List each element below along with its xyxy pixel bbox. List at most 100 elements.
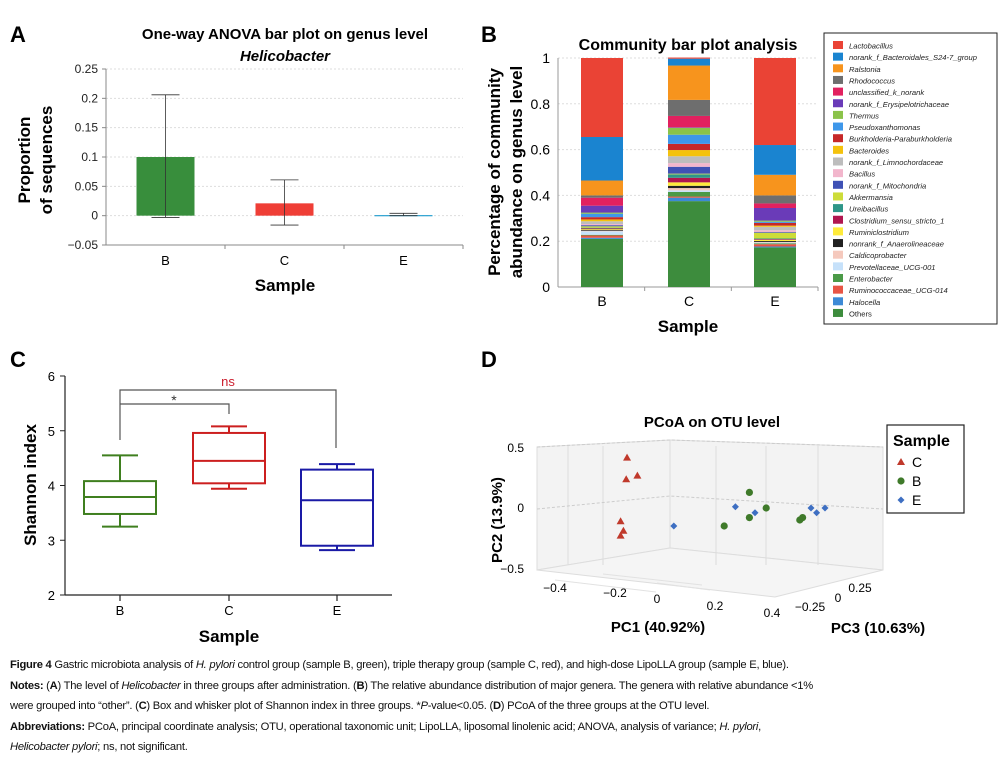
y-tick-label: 0 xyxy=(542,279,550,295)
stack-segment-C xyxy=(668,201,710,287)
stack-segment-B xyxy=(581,239,623,287)
legend-swatch xyxy=(833,251,843,259)
caption-text: control group (sample B, green), triple … xyxy=(235,659,789,671)
caption-text: H. pylori xyxy=(719,721,758,733)
stack-segment-C xyxy=(668,116,710,127)
stack-segment-C xyxy=(668,144,710,150)
legend-marker-B xyxy=(897,477,904,484)
stack-segment-C xyxy=(668,58,710,59)
chart-subtitle: Helicobacter xyxy=(240,48,331,65)
box-B xyxy=(84,455,156,526)
legend-item: E xyxy=(912,492,921,508)
caption-text: A xyxy=(50,680,58,692)
legend-item: norank_f_Mitochondria xyxy=(849,181,926,190)
panel-label-a: A xyxy=(10,22,26,47)
legend-swatch xyxy=(833,216,843,224)
y-axis-label-line1: Proportion xyxy=(15,117,34,204)
legend-item: Bacteroides xyxy=(849,146,889,155)
stack-segment-C xyxy=(668,156,710,163)
point-B xyxy=(721,522,728,529)
z-tick-label: 0.25 xyxy=(848,581,872,595)
y-tick-label: 0.05 xyxy=(75,179,99,193)
stack-segment-B xyxy=(581,228,623,229)
stack-segment-E xyxy=(754,241,796,242)
legend-item: Pseudoxanthomonas xyxy=(849,123,921,132)
caption-text: H. pylori xyxy=(196,659,235,671)
y-axis-label: Shannon index xyxy=(21,424,40,546)
x-tick-label: −0.4 xyxy=(543,581,567,595)
x-axis-label: Sample xyxy=(658,317,718,336)
legend-item: Ureibacillus xyxy=(849,205,888,214)
z-tick-label: 0 xyxy=(835,591,842,605)
x-tick-label: E xyxy=(333,603,342,618)
stack-segment-E xyxy=(754,239,796,240)
stack-segment-E xyxy=(754,221,796,222)
legend-item: Halocella xyxy=(849,298,880,307)
stack-segment-E xyxy=(754,246,796,247)
chart-a-anova-bar: One-way ANOVA bar plot on genus level Hel… xyxy=(15,26,463,295)
stack-segment-E xyxy=(754,244,796,246)
stack-segment-B xyxy=(581,221,623,224)
y-tick-label: 6 xyxy=(48,369,55,384)
legend-item: norank_f_Bacteroidales_S24-7_group xyxy=(849,53,977,62)
point-B xyxy=(746,489,753,496)
stack-segment-C xyxy=(668,190,710,192)
y-tick-label: 0.2 xyxy=(531,233,551,249)
caption-text: Helicobacter xyxy=(121,680,180,692)
stack-segment-B xyxy=(581,231,623,234)
stack-segment-B xyxy=(581,235,623,237)
stack-segment-C xyxy=(668,197,710,198)
stack-segment-C xyxy=(668,182,710,185)
stack-segment-E xyxy=(754,145,796,175)
legend-item: Thermus xyxy=(849,111,879,120)
stack-segment-C xyxy=(668,178,710,183)
chart-title: One-way ANOVA bar plot on genus level xyxy=(142,26,428,43)
stack-segment-E xyxy=(754,238,796,239)
x-tick-label: 0.2 xyxy=(707,599,724,613)
legend-item: Clostridium_sensu_stricto_1 xyxy=(849,216,944,225)
legend-swatch xyxy=(833,146,843,154)
point-B xyxy=(763,504,770,511)
stack-segment-C xyxy=(668,135,710,144)
panel-label-d: D xyxy=(481,347,497,372)
legend-swatch xyxy=(833,88,843,96)
x-axis-label: Sample xyxy=(199,627,259,646)
box-E xyxy=(301,464,373,550)
stack-segment-B xyxy=(581,206,623,213)
legend-item: nonrank_f_Anaerolineaceae xyxy=(849,240,944,249)
caption-line: Abbreviations: PCoA, principal coordinat… xyxy=(10,717,1000,738)
legend-swatch xyxy=(833,158,843,166)
legend-item: Others xyxy=(849,309,872,318)
significance-ns: ns xyxy=(221,374,235,389)
caption-text: Helicobacter pylori xyxy=(10,741,97,753)
caption-text: PCoA, principal coordinate analysis; OTU… xyxy=(85,721,720,733)
stack-segment-B xyxy=(581,224,623,225)
point-B xyxy=(746,514,753,521)
legend-item: Ruminococcaceae_UCG-014 xyxy=(849,286,948,295)
y-axis-label: PC2 (13.9%) xyxy=(489,477,506,563)
stack-segment-E xyxy=(754,208,796,221)
caption-line: Figure 4 Gastric microbiota analysis of … xyxy=(10,655,1000,676)
legend-swatch xyxy=(833,192,843,200)
y-tick-label: −0.5 xyxy=(500,562,524,576)
significance-brackets xyxy=(120,390,336,448)
y-tick-label: 0.6 xyxy=(531,142,551,158)
x-tick-label: 0 xyxy=(654,592,661,606)
y-tick-label: 2 xyxy=(48,588,55,603)
legend-swatch xyxy=(833,134,843,142)
caption-text: Abbreviations: xyxy=(10,721,85,733)
y-tick-label: 0 xyxy=(517,501,524,515)
y-axis-label-line2: of sequences xyxy=(37,106,56,215)
legend-swatch xyxy=(833,123,843,131)
legend-swatch xyxy=(833,204,843,212)
stack-segment-E xyxy=(754,247,796,287)
stack-segment-B xyxy=(581,235,623,236)
legend-item: Akkermansia xyxy=(848,193,893,202)
legend-swatch xyxy=(833,181,843,189)
stack-segment-B xyxy=(581,213,623,214)
stack-segment-C xyxy=(668,150,710,156)
legend-swatch xyxy=(833,274,843,282)
legend-item: Ruminiclostridium xyxy=(849,228,909,237)
stack-segment-B xyxy=(581,225,623,226)
